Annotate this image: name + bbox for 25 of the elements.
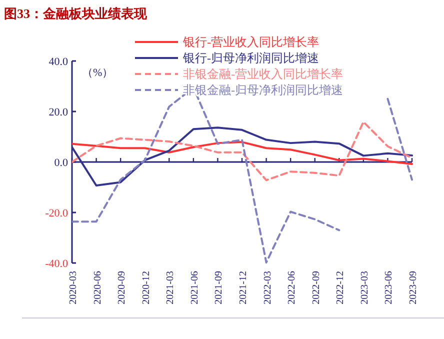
x-tick-label: 2021-03 xyxy=(165,271,176,304)
y-tick-label: -20.0 xyxy=(45,207,68,220)
x-tick-label: 2021-09 xyxy=(214,271,225,304)
x-tick-label: 2020-06 xyxy=(92,271,104,304)
x-tick-label: 2020-03 xyxy=(68,271,79,304)
y-tick-label: -40.0 xyxy=(45,258,68,270)
x-tick-label: 2023-06 xyxy=(384,271,395,304)
x-tick-label: 2023-03 xyxy=(359,271,370,304)
x-tick-label: 2021-12 xyxy=(238,271,249,304)
y-tick-label: 0.0 xyxy=(54,156,68,169)
x-tick-label: 2022-03 xyxy=(262,271,274,304)
legend-label: 非银金融-营业收入同比增长率 xyxy=(183,67,343,82)
x-tick-label: 2023-09 xyxy=(408,271,419,304)
x-tick-label: 2020-12 xyxy=(140,271,152,304)
y-axis-title: （%） xyxy=(82,67,114,79)
x-tick-label: 2021-06 xyxy=(189,271,200,304)
x-tick-label: 2022-06 xyxy=(286,271,298,304)
x-tick-label: 2020-09 xyxy=(116,271,128,304)
y-tick-label: 20.0 xyxy=(48,106,68,118)
x-tick-label: 2022-12 xyxy=(335,271,346,304)
x-tick-label: 2022-09 xyxy=(310,271,322,304)
y-tick-label: 40.0 xyxy=(48,56,68,68)
legend-label: 银行-营业收入同比增长率 xyxy=(182,35,319,50)
legend-label: 银行-归母净利润同比增速 xyxy=(182,51,319,66)
chart-title: 图33：金融板块业绩表现 xyxy=(4,6,148,21)
